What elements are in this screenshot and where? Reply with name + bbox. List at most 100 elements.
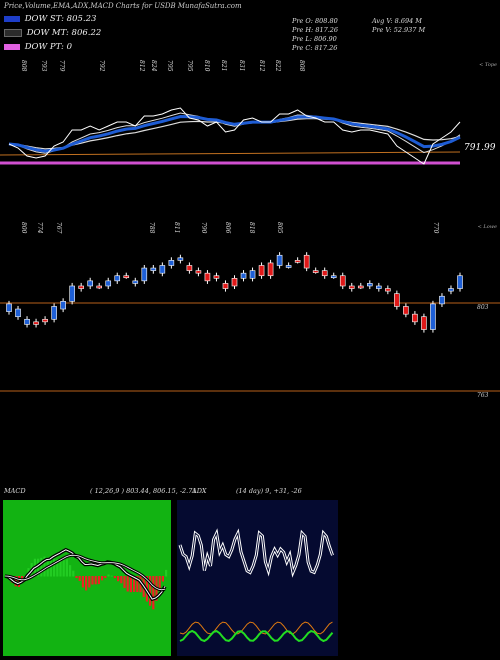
- candle-body: [132, 280, 139, 284]
- top-price-label: 822: [274, 60, 281, 72]
- candle-body: [312, 270, 319, 273]
- pre-open: Pre O: 808.80: [292, 17, 338, 25]
- macd-bar: [129, 576, 132, 593]
- macd-bar: [94, 576, 97, 585]
- candle-body: [186, 265, 193, 271]
- legend-label-st: DOW ST: 805.23: [24, 14, 97, 24]
- macd-bar: [78, 576, 81, 581]
- candle-body: [249, 270, 256, 279]
- candle-body: [51, 306, 57, 320]
- candle-body: [457, 275, 463, 289]
- macd-bar: [107, 574, 110, 577]
- low-price-label: 774: [36, 222, 43, 234]
- candle-body: [222, 283, 229, 289]
- pre-volume: Pre V: 52.937 M: [372, 26, 426, 34]
- candle-body: [240, 272, 247, 279]
- legend-label-mt: DOW MT: 806.22: [26, 28, 102, 38]
- macd-bar: [65, 559, 68, 577]
- candle-body: [78, 285, 84, 289]
- macd-bar: [136, 576, 139, 593]
- macd-bar: [110, 575, 113, 577]
- pre-low: Pre L: 806.90: [292, 35, 337, 43]
- macd-bar: [123, 576, 126, 588]
- adx-plus-di-line: [179, 629, 334, 643]
- pre-high: Pre H: 817.26: [292, 26, 339, 34]
- price-axis-label-upper: 803: [477, 304, 489, 311]
- macd-bar: [101, 576, 104, 581]
- chart-title: Price,Volume,EMA,ADX,MACD Charts for USD…: [4, 2, 242, 10]
- legend-label-pt: DOW PT: 0: [24, 42, 72, 52]
- candle-body: [204, 272, 211, 282]
- avg-volume: Avg V: 8.694 M: [372, 17, 422, 25]
- macd-bar: [165, 569, 168, 577]
- candlestick-series: [6, 252, 463, 333]
- macd-bar: [91, 576, 94, 585]
- ema-mid-line: [8, 112, 461, 154]
- low-price-label: 818: [248, 222, 255, 234]
- macd-bar: [69, 565, 72, 577]
- ema-value-label: 791.99: [464, 143, 496, 153]
- candle-body: [403, 306, 409, 315]
- top-price-label: 795: [186, 60, 193, 72]
- candle-body: [421, 316, 427, 330]
- candle-body: [105, 280, 112, 287]
- candle-body: [150, 267, 157, 271]
- low-price-label: 806: [224, 222, 231, 234]
- low-price-label: 770: [432, 222, 439, 234]
- macd-signal-inner: [4, 554, 166, 591]
- candle-body: [357, 285, 364, 289]
- candle-body: [42, 318, 48, 323]
- macd-bar: [72, 570, 75, 577]
- candle-body: [123, 275, 130, 279]
- macd-bar: [59, 559, 62, 577]
- candle-body: [339, 275, 346, 287]
- adx-main-inner: [179, 531, 333, 575]
- top-price-label: 812: [258, 60, 265, 72]
- low-price-label: 788: [148, 222, 155, 234]
- macd-bar: [56, 558, 59, 577]
- candle-body: [294, 260, 301, 263]
- price-chart: 808 793 779 792 812 824 795 795 810 821 831 812 822 8…: [0, 60, 500, 399]
- ema-value-box: [463, 141, 493, 152]
- candle-body: [213, 275, 220, 279]
- macd-bar: [161, 576, 164, 582]
- candle-body: [376, 285, 382, 289]
- candle-body: [448, 288, 454, 292]
- macd-bar: [113, 576, 116, 579]
- low-price-label: 790: [200, 222, 207, 234]
- dow-mt-line: [0, 151, 461, 156]
- macd-bar: [133, 576, 136, 592]
- low-price-label: 800: [20, 222, 27, 234]
- candle-body: [231, 277, 238, 287]
- candle-body: [394, 293, 400, 307]
- macd-bar: [81, 576, 84, 588]
- top-price-label: 795: [166, 60, 173, 72]
- low-price-label: 767: [55, 222, 62, 234]
- candle-body: [15, 308, 21, 318]
- macd-bar: [75, 576, 78, 579]
- top-price-label: 793: [40, 60, 47, 72]
- macd-line-inner: [4, 549, 166, 600]
- candle-body: [159, 265, 166, 274]
- macd-bar: [104, 576, 107, 579]
- candle-body: [141, 267, 148, 282]
- candle-body: [6, 303, 12, 312]
- top-price-label: 812: [138, 60, 145, 72]
- candle-body: [177, 257, 184, 261]
- candle-body: [33, 321, 39, 325]
- adx-values: (14 day) 9, +31, -26: [236, 487, 302, 495]
- legend-dow-st: DOW ST: 805.23: [4, 14, 96, 24]
- macd-bar: [40, 557, 43, 577]
- pre-close: Pre C: 817.26: [292, 44, 338, 52]
- candle-body: [439, 295, 445, 305]
- top-price-label: 808: [20, 60, 27, 72]
- candle-body: [385, 288, 391, 292]
- macd-bar: [43, 556, 46, 577]
- macd-bar: [97, 576, 100, 585]
- candle-body: [412, 313, 418, 323]
- macd-bar: [85, 576, 88, 591]
- candle-body: [348, 285, 355, 289]
- candle-body: [168, 260, 175, 266]
- low-price-label: 811: [173, 222, 180, 233]
- macd-bar: [88, 576, 91, 588]
